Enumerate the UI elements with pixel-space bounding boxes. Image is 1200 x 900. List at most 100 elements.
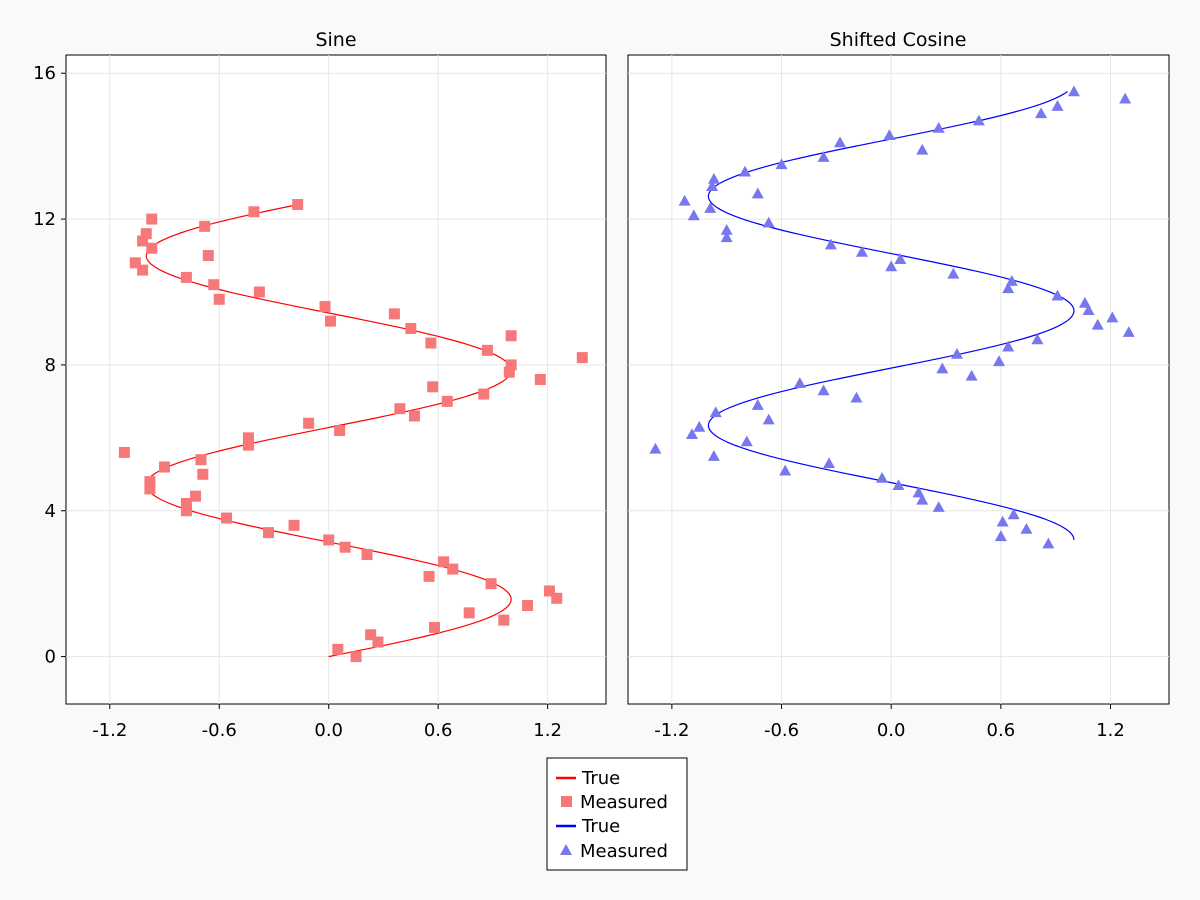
sine-y-tick-label: 4 — [45, 501, 56, 522]
shifted-cosine-measured-point — [1002, 340, 1015, 352]
sine-measured-point — [408, 410, 420, 422]
sine-x-tick-label: 1.2 — [533, 720, 562, 741]
legend-box — [546, 757, 688, 871]
sine-measured-point — [551, 592, 563, 604]
sine-measured-point — [481, 344, 493, 356]
sine-y-tick-label: 8 — [45, 355, 56, 376]
shifted-cosine-measured-point — [1106, 311, 1119, 323]
sine-measured-point — [208, 279, 220, 291]
shifted-cosine-measured-point — [738, 165, 751, 177]
sine-measured-point — [146, 213, 158, 225]
sine-measured-point — [140, 228, 152, 240]
sine-x-tick-label: -0.6 — [202, 720, 237, 741]
sine-measured-point — [199, 220, 211, 232]
sine-measured-point — [447, 563, 459, 575]
sine-plot-area — [65, 54, 607, 705]
shifted-cosine-measured-point — [994, 530, 1007, 542]
sine-measured-point — [213, 293, 225, 305]
shifted-cosine-measured-point — [762, 216, 775, 228]
sine-measured-point — [463, 607, 475, 619]
sine-x-tick-label: 0.6 — [424, 720, 453, 741]
shifted-cosine-measured-point — [751, 399, 764, 410]
sine-measured-point — [429, 621, 441, 633]
sine-measured-point — [303, 417, 315, 429]
shifted-cosine-panel: -1.2 -0.6 0.0 0.6 1.2 Shifted Cosine — [627, 29, 1170, 741]
sine-y-tick-label: 16 — [33, 63, 56, 84]
shifted-cosine-measured-point — [932, 501, 945, 512]
shifted-cosine-measured-point — [687, 209, 700, 221]
shifted-cosine-x-tick-label: -0.6 — [764, 720, 799, 741]
shifted-cosine-measured-point — [817, 384, 830, 396]
sine-measured-point — [427, 381, 439, 393]
legend-entry-measured-triangle: Measured — [560, 841, 668, 862]
sine-measured-point — [350, 651, 362, 663]
legend-label: True — [581, 768, 620, 789]
sine-measured-point — [129, 257, 141, 269]
shifted-cosine-measured-point — [693, 420, 706, 432]
shifted-cosine-measured-point — [1035, 107, 1048, 119]
sine-measured-point — [197, 468, 209, 480]
sine-measured-point — [242, 432, 254, 444]
sine-measured-point — [441, 395, 453, 407]
shifted-cosine-measured-point — [947, 267, 960, 279]
sine-measured-point — [144, 476, 156, 488]
shifted-cosine-x-tick-label: 1.2 — [1096, 720, 1125, 741]
shifted-cosine-measured-point — [876, 471, 889, 483]
shifted-cosine-measured-point — [1122, 326, 1135, 337]
shifted-cosine-measured-point — [709, 406, 722, 418]
shifted-cosine-measured-point — [775, 158, 788, 170]
sine-measured-point — [263, 527, 274, 539]
shifted-cosine-measured-point — [823, 457, 836, 469]
shifted-cosine-measured-point — [936, 362, 949, 374]
shifted-cosine-measured-point — [824, 238, 837, 250]
shifted-cosine-measured-point — [855, 245, 868, 257]
sine-measured-point — [498, 614, 510, 626]
shifted-cosine-measured-layer — [649, 85, 1135, 549]
sine-measured-point — [405, 322, 417, 334]
sine-measured-point — [372, 636, 384, 648]
shifted-cosine-measured-point — [706, 180, 719, 192]
shifted-cosine-measured-point — [704, 202, 717, 213]
shifted-cosine-plot-area — [627, 54, 1170, 705]
shifted-cosine-measured-point — [850, 391, 863, 403]
shifted-cosine-true-curve — [707, 90, 1075, 540]
sine-measured-point — [146, 242, 158, 254]
shifted-cosine-measured-point — [916, 143, 929, 155]
shifted-cosine-measured-point — [1051, 100, 1064, 111]
shifted-cosine-measured-point — [972, 114, 985, 126]
shifted-cosine-measured-point — [720, 231, 733, 243]
legend: True Measured True Measured — [546, 757, 688, 871]
shifted-cosine-measured-point — [1005, 275, 1018, 286]
shifted-cosine-measured-point — [751, 187, 764, 199]
shifted-cosine-measured-point — [740, 435, 753, 447]
sine-measured-point — [180, 505, 192, 517]
shifted-cosine-measured-point — [894, 253, 907, 264]
legend-label: Measured — [580, 792, 668, 813]
shifted-cosine-measured-point — [678, 194, 691, 206]
sine-measured-point — [248, 206, 260, 218]
legend-label: Measured — [580, 841, 668, 862]
shifted-cosine-measured-point — [1002, 282, 1015, 294]
shifted-cosine-measured-point — [1020, 522, 1033, 534]
sine-measured-point — [202, 250, 214, 262]
sine-measured-point — [144, 483, 156, 495]
shifted-cosine-title: Shifted Cosine — [830, 29, 967, 51]
sine-x-tick-label: 0.0 — [314, 720, 343, 741]
sine-measured-point — [543, 585, 555, 597]
shifted-cosine-measured-point — [720, 224, 733, 235]
sine-y-tick-label: 12 — [33, 209, 56, 230]
shifted-cosine-tick-labels: -1.2 -0.6 0.0 0.6 1.2 — [654, 704, 1125, 741]
shifted-cosine-measured-point — [779, 464, 792, 476]
sine-measured-point — [221, 512, 233, 524]
shifted-cosine-measured-point — [883, 129, 896, 141]
sine-measured-point — [195, 454, 207, 466]
shifted-cosine-measured-point — [932, 121, 945, 133]
shifted-cosine-true-curve-layer — [707, 90, 1075, 540]
shifted-cosine-measured-point — [649, 442, 662, 454]
shifted-cosine-measured-point — [912, 486, 925, 498]
shifted-cosine-measured-point — [996, 515, 1009, 527]
sine-measured-point — [253, 286, 265, 298]
sine-measured-point — [388, 308, 400, 320]
shifted-cosine-measured-point — [793, 377, 806, 388]
